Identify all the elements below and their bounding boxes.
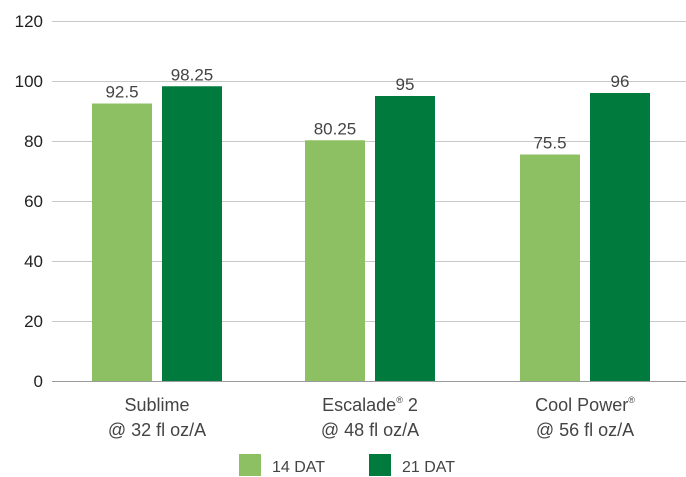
legend-label-2: 21 DAT — [402, 459, 455, 476]
y-tick-label-20: 20 — [24, 312, 43, 331]
y-tick-label-40: 40 — [24, 252, 43, 271]
data-label-2-2: 95 — [396, 75, 415, 94]
legend: 14 DAT 21 DAT — [239, 454, 455, 476]
data-label-2-1: 98.25 — [171, 65, 214, 84]
y-axis-ticks: 0 20 40 60 80 100 120 — [15, 12, 43, 391]
y-tick-label-80: 80 — [24, 132, 43, 151]
y-tick-label-100: 100 — [15, 72, 43, 91]
data-label-2-3: 96 — [611, 72, 630, 91]
y-tick-label-60: 60 — [24, 192, 43, 211]
legend-label-1: 14 DAT — [272, 459, 325, 476]
y-tick-label-120: 120 — [15, 12, 43, 31]
category-sublabel-1: @ 32 fl oz/A — [108, 420, 206, 440]
category-label-3: Cool Power® — [535, 395, 635, 415]
bar-1-3 — [520, 154, 580, 381]
category-labels: Sublime @ 32 fl oz/A Escalade® 2 @ 48 fl oz… — [108, 395, 635, 440]
bar-2-2 — [375, 96, 435, 381]
bar-2-3 — [590, 93, 650, 381]
category-label-1: Sublime — [124, 395, 189, 415]
legend-swatch-2 — [369, 454, 391, 476]
data-labels: 92.5 80.25 75.5 98.25 95 96 — [105, 65, 629, 152]
bars — [92, 86, 650, 381]
data-label-1-2: 80.25 — [314, 119, 357, 138]
bar-1-2 — [305, 140, 365, 381]
category-sublabel-2: @ 48 fl oz/A — [321, 420, 419, 440]
y-tick-label-0: 0 — [34, 372, 43, 391]
data-label-1-3: 75.5 — [533, 134, 566, 153]
legend-swatch-1 — [239, 454, 261, 476]
gridlines — [52, 21, 686, 382]
bar-1-1 — [92, 103, 152, 381]
bar-2-1 — [162, 86, 222, 381]
data-label-1-1: 92.5 — [105, 83, 138, 102]
category-label-2: Escalade® 2 — [322, 395, 418, 415]
category-sublabel-3: @ 56 fl oz/A — [536, 420, 634, 440]
